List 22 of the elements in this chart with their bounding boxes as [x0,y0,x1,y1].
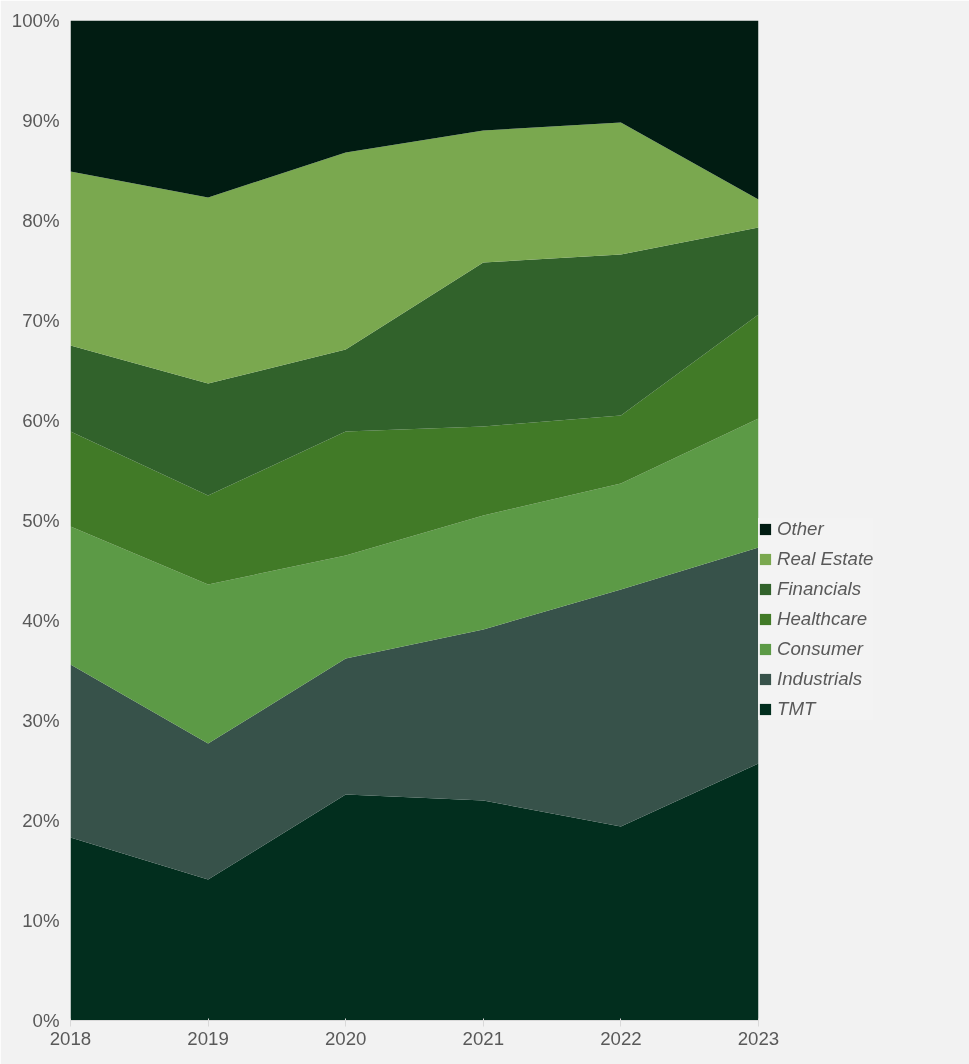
y-tick-label: 30% [22,710,60,731]
x-tick-label: 2021 [462,1027,505,1049]
y-tick-label: 10% [22,910,60,931]
series-label: Industrials [777,668,863,690]
x-tick-label: 2019 [187,1027,229,1049]
series-label: Consumer [777,638,864,660]
series-label: Financials [777,578,861,600]
series-label: Real Estate [777,548,874,570]
y-tick-label: 90% [22,110,60,131]
x-tick-label: 2023 [737,1027,780,1049]
x-tick-label: 2020 [324,1027,367,1049]
x-tick-label: 2022 [600,1027,642,1049]
series-label: Other [777,518,824,540]
y-tick-label: 50% [22,510,60,531]
y-tick-label: 40% [22,610,60,631]
legend-label: TMT [777,698,816,720]
y-tick-label: 100% [11,10,60,31]
y-tick-label: 70% [22,310,60,331]
y-tick-label: 60% [22,410,60,431]
y-tick-label: 20% [22,810,60,831]
y-tick-label: 80% [22,210,60,231]
series-label: Healthcare [777,608,868,630]
